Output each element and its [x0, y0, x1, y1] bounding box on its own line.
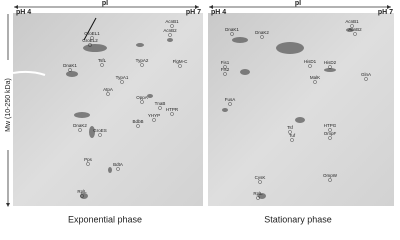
spot-label: HisD2 — [324, 60, 337, 65]
spot-label: DnaK1 — [225, 27, 239, 32]
spot-marker — [106, 92, 110, 96]
spot-label: RplL — [253, 191, 263, 196]
spot-label: Fis1 — [221, 60, 230, 65]
spot-label: AcnB2 — [348, 27, 362, 32]
pi-label: pI — [102, 0, 108, 7]
spot-label: YHYP — [148, 113, 160, 118]
spot-label: Tuf — [289, 133, 296, 138]
spot-marker — [328, 65, 332, 69]
spot-marker — [223, 65, 227, 69]
spot-label: HisD1 — [304, 59, 317, 64]
label-bg — [3, 60, 13, 150]
spot-label: DnaK2 — [255, 30, 269, 35]
spot-label: TypA1 — [116, 75, 129, 80]
caption: Stationary phase — [264, 214, 332, 224]
spot-marker — [328, 178, 332, 182]
spot-marker — [152, 118, 156, 122]
spot-marker — [158, 106, 162, 110]
spot-marker — [223, 72, 227, 76]
spot-marker — [350, 24, 354, 28]
figure: pI pI Mw (10-250 kDa) pH 4 pH 7 pH 4 pH … — [3, 0, 394, 224]
spot-marker — [86, 162, 90, 166]
ph-right: pH 7 — [186, 9, 201, 16]
spot-marker — [80, 194, 84, 198]
spot-label: OppA — [136, 95, 148, 100]
spot-marker — [353, 32, 357, 36]
spot-marker — [120, 80, 124, 84]
spot-marker — [313, 80, 317, 84]
spot-marker — [170, 112, 174, 116]
spot-marker — [140, 63, 144, 67]
spot-label: TnaB — [155, 101, 166, 106]
ph-left: pH 4 — [211, 9, 226, 16]
spot-label: AcnB1 — [165, 19, 179, 24]
spot-marker — [78, 128, 82, 132]
spot-label: CysK — [255, 175, 266, 180]
spot-marker — [140, 100, 144, 104]
spot-label: GroES — [93, 128, 107, 133]
spot-label: RplL — [77, 189, 87, 194]
ph-left: pH 4 — [16, 9, 31, 16]
spot-label: AcnB1 — [345, 19, 359, 24]
spot-marker — [308, 64, 312, 68]
spot-label: Fis2 — [221, 67, 230, 72]
spot-marker — [100, 63, 104, 67]
spot-label: FusA — [225, 97, 236, 102]
spot-marker — [88, 43, 92, 47]
spot-marker — [98, 133, 102, 137]
mw-label: Mw (10-250 kDa) — [5, 78, 12, 132]
page: pI pI Mw (10-250 kDa) pH 4 pH 7 pH 4 pH … — [3, 0, 394, 225]
spot-label: TsfL — [98, 58, 107, 63]
spot-label: OmpF — [324, 131, 337, 136]
spot-label: GroEL2 — [82, 38, 98, 43]
spot-marker — [170, 24, 174, 28]
spot-label: DnaK2 — [73, 123, 87, 128]
spot-marker — [290, 138, 294, 142]
gel-artifact — [83, 17, 97, 41]
spot-marker — [116, 167, 120, 171]
spot-marker — [68, 68, 72, 72]
spot-label: AtpA — [103, 87, 113, 92]
spot-marker — [168, 33, 172, 37]
spot-marker — [364, 77, 368, 81]
spot-marker — [260, 35, 264, 39]
spot-label: BdbB — [132, 119, 143, 124]
arrow-head — [6, 203, 10, 207]
spot-label: HTPG — [324, 123, 337, 128]
spot-label: GlnA — [361, 72, 371, 77]
spot-marker — [256, 196, 260, 200]
spot-marker — [90, 36, 94, 40]
spot-label: BdtA — [113, 162, 123, 167]
spot-label: HTPR — [166, 107, 179, 112]
caption: Exponential phase — [68, 214, 142, 224]
spot-marker — [328, 128, 332, 132]
spot-label: TypA2 — [136, 58, 149, 63]
spot-label: OmpW — [323, 173, 338, 178]
spot-marker — [136, 124, 140, 128]
spot-marker — [228, 102, 232, 106]
gel-artifact — [12, 70, 46, 76]
spot-marker — [258, 180, 262, 184]
spot-marker — [288, 130, 292, 134]
spot-label: DnaK1 — [63, 63, 77, 68]
spot-marker — [328, 136, 332, 140]
spot-label: GroEL1 — [84, 31, 100, 36]
spot-marker — [230, 32, 234, 36]
spot-label: FlgM-C — [173, 59, 188, 64]
gel-image — [13, 13, 203, 206]
ph-right: pH 7 — [378, 9, 393, 16]
spot-label: Pps — [84, 157, 93, 162]
spot-label: MalK — [310, 75, 320, 80]
spot-marker — [178, 64, 182, 68]
spot-label: Tsf — [287, 125, 294, 130]
pi-label: pI — [295, 0, 301, 7]
spot-label: AcnB2 — [163, 28, 177, 33]
gel-spots — [66, 28, 354, 199]
